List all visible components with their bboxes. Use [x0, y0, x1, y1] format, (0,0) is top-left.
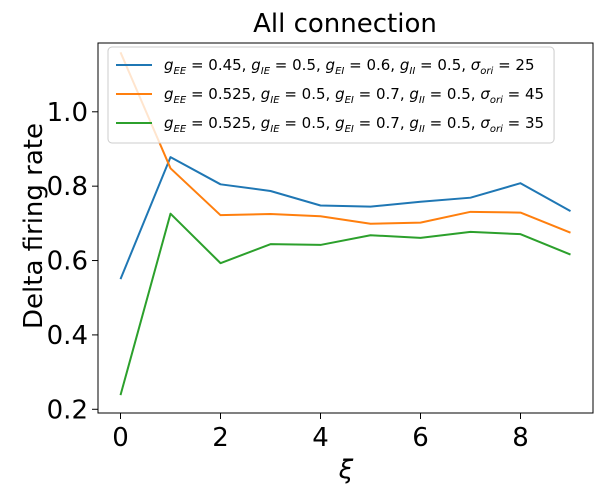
y-tick-label: 1.0	[47, 98, 88, 128]
ticks-layer: 0 2 4 6 8 0.2 0.4 0.6 0.8 1.0	[47, 98, 529, 453]
legend-entry-3: gEE = 0.525, gIE = 0.5, gEI = 0.7, gII =…	[164, 114, 544, 135]
y-tick-label: 0.2	[47, 395, 88, 425]
legend-entry-1: gEE = 0.45, gIE = 0.5, gEI = 0.6, gII = …	[164, 56, 535, 77]
y-tick-label: 0.6	[47, 247, 88, 277]
y-tick-label: 0.4	[47, 321, 88, 351]
x-tick-label: 4	[312, 423, 329, 453]
x-axis-label: ξ	[338, 455, 354, 485]
series-line-3	[119, 212, 571, 396]
x-tick-label: 0	[112, 423, 129, 453]
series-line-1	[119, 156, 571, 280]
y-axis-label: Delta firing rate	[19, 123, 49, 329]
x-tick-label: 6	[412, 423, 429, 453]
plot-frame	[97, 42, 594, 414]
y-tick-label: 0.8	[47, 172, 88, 202]
legend-box	[107, 46, 555, 144]
legend-entry-2: gEE = 0.525, gIE = 0.5, gEI = 0.7, gII =…	[164, 85, 544, 106]
x-tick-label: 2	[212, 423, 229, 453]
series-layer	[119, 51, 571, 396]
x-tick-label: 8	[512, 423, 529, 453]
chart-title: All connection	[253, 9, 437, 39]
series-line-2	[119, 51, 571, 234]
legend: gEE = 0.45, gIE = 0.5, gEI = 0.6, gII = …	[107, 46, 555, 144]
